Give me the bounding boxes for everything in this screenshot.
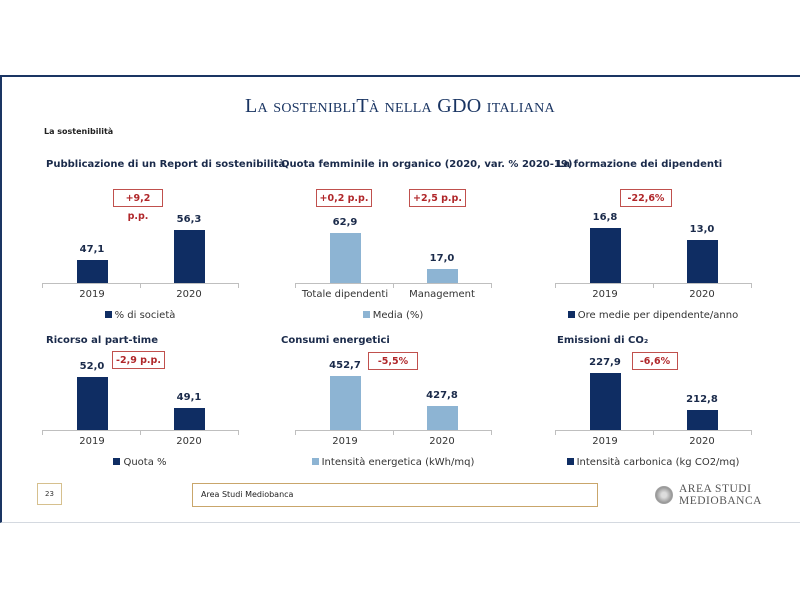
legend: Intensità energetica (kWh/mq) — [295, 457, 491, 468]
section-label: La sostenibilità — [44, 127, 114, 136]
axis-tick — [751, 430, 752, 435]
axis-tick — [295, 283, 296, 288]
axis-tick — [140, 430, 141, 435]
change-badge: +2,5 p.p. — [409, 189, 466, 207]
change-badge: -22,6% — [620, 189, 672, 207]
legend-swatch — [567, 311, 575, 318]
axis-tick — [555, 430, 556, 435]
change-badge: +0,2 p.p. — [316, 189, 372, 207]
data-label: 49,1 — [176, 391, 202, 403]
chart-title-energy: Consumi energetici — [281, 335, 390, 346]
legend-swatch — [311, 458, 319, 465]
axis-tick — [238, 430, 239, 435]
axis-tick — [42, 430, 43, 435]
data-label: 212,8 — [686, 393, 718, 405]
category-label: 2020 — [689, 289, 715, 300]
axis-tick — [295, 430, 296, 435]
slide-title: La sostenibliTà nella GDO italiana — [245, 95, 555, 117]
data-label: 16,8 — [592, 211, 618, 223]
axis-tick — [491, 283, 492, 288]
legend-swatch — [362, 311, 370, 318]
data-label: 52,0 — [79, 361, 105, 373]
bar — [174, 407, 205, 430]
category-label: 2020 — [176, 436, 202, 447]
category-label: Totale dipendenti — [301, 289, 389, 300]
bar — [687, 409, 718, 430]
legend-label: Intensità energetica (kWh/mq) — [321, 457, 475, 468]
change-badge: +9,2 p.p. — [113, 189, 163, 222]
chart-title-report: Pubblicazione di un Report di sostenibil… — [46, 159, 286, 170]
change-badge: -5,5% — [368, 352, 418, 370]
bar — [77, 377, 108, 430]
slide-frame — [0, 75, 800, 523]
legend: % di società — [42, 310, 238, 321]
axis-tick — [653, 283, 654, 288]
bar — [590, 372, 621, 430]
data-label: 13,0 — [689, 224, 715, 236]
axis-tick — [555, 283, 556, 288]
legend: Intensità carbonica (kg CO2/mq) — [555, 457, 751, 468]
data-label: 47,1 — [79, 243, 105, 255]
bar — [77, 259, 108, 283]
change-badge: -2,9 p.p. — [112, 351, 165, 369]
data-label: 227,9 — [589, 356, 621, 368]
legend-label: % di società — [114, 310, 176, 321]
category-label: 2020 — [429, 436, 455, 447]
category-label: 2019 — [79, 289, 105, 300]
legend-label: Ore medie per dipendente/anno — [577, 310, 739, 321]
axis-tick — [393, 283, 394, 288]
bar — [330, 376, 361, 430]
legend: Quota % — [42, 457, 238, 468]
legend-swatch — [104, 311, 112, 318]
legend-label: Media (%) — [372, 310, 424, 321]
axis-tick — [653, 430, 654, 435]
data-label: 427,8 — [426, 390, 458, 402]
data-label: 56,3 — [176, 214, 202, 226]
category-label: 2020 — [176, 289, 202, 300]
logo-line-2: MEDIOBANCA — [679, 495, 762, 507]
bar — [687, 240, 718, 283]
legend: Ore medie per dipendente/anno — [555, 310, 751, 321]
logo-text: AREA STUDI MEDIOBANCA — [679, 483, 762, 507]
axis-tick — [238, 283, 239, 288]
legend-label: Intensità carbonica (kg CO2/mq) — [576, 457, 740, 468]
logo-line-1: AREA STUDI — [679, 483, 752, 495]
legend-swatch — [566, 458, 574, 465]
category-label: Management — [409, 289, 475, 300]
change-badge: -6,6% — [632, 352, 678, 370]
legend: Media (%) — [295, 310, 491, 321]
chart-title-part-time: Ricorso al part-time — [46, 335, 158, 346]
category-label: 2019 — [592, 436, 618, 447]
bar — [427, 269, 458, 283]
chart-title-co2: Emissioni di CO₂ — [557, 335, 649, 346]
category-label: 2019 — [79, 436, 105, 447]
data-label: 17,0 — [429, 253, 455, 265]
axis-tick — [751, 283, 752, 288]
axis-tick — [393, 430, 394, 435]
chart-title-female-quota: Quota femminile in organico (2020, var. … — [281, 159, 573, 170]
axis-tick — [140, 283, 141, 288]
category-label: 2019 — [592, 289, 618, 300]
legend-label: Quota % — [123, 457, 167, 468]
bar — [427, 406, 458, 430]
mediobanca-seal-logo — [655, 486, 673, 504]
axis-tick — [491, 430, 492, 435]
category-label: 2020 — [689, 436, 715, 447]
bar — [174, 230, 205, 283]
page-number: 23 — [37, 483, 62, 505]
bar — [590, 227, 621, 283]
axis-tick — [42, 283, 43, 288]
data-label: 62,9 — [332, 216, 358, 228]
data-label: 452,7 — [329, 360, 361, 372]
footer-source: Area Studi Mediobanca — [192, 483, 598, 507]
category-label: 2019 — [332, 436, 358, 447]
bar — [330, 232, 361, 283]
chart-title-training: La formazione dei dipendenti — [557, 159, 723, 170]
legend-swatch — [113, 458, 121, 465]
